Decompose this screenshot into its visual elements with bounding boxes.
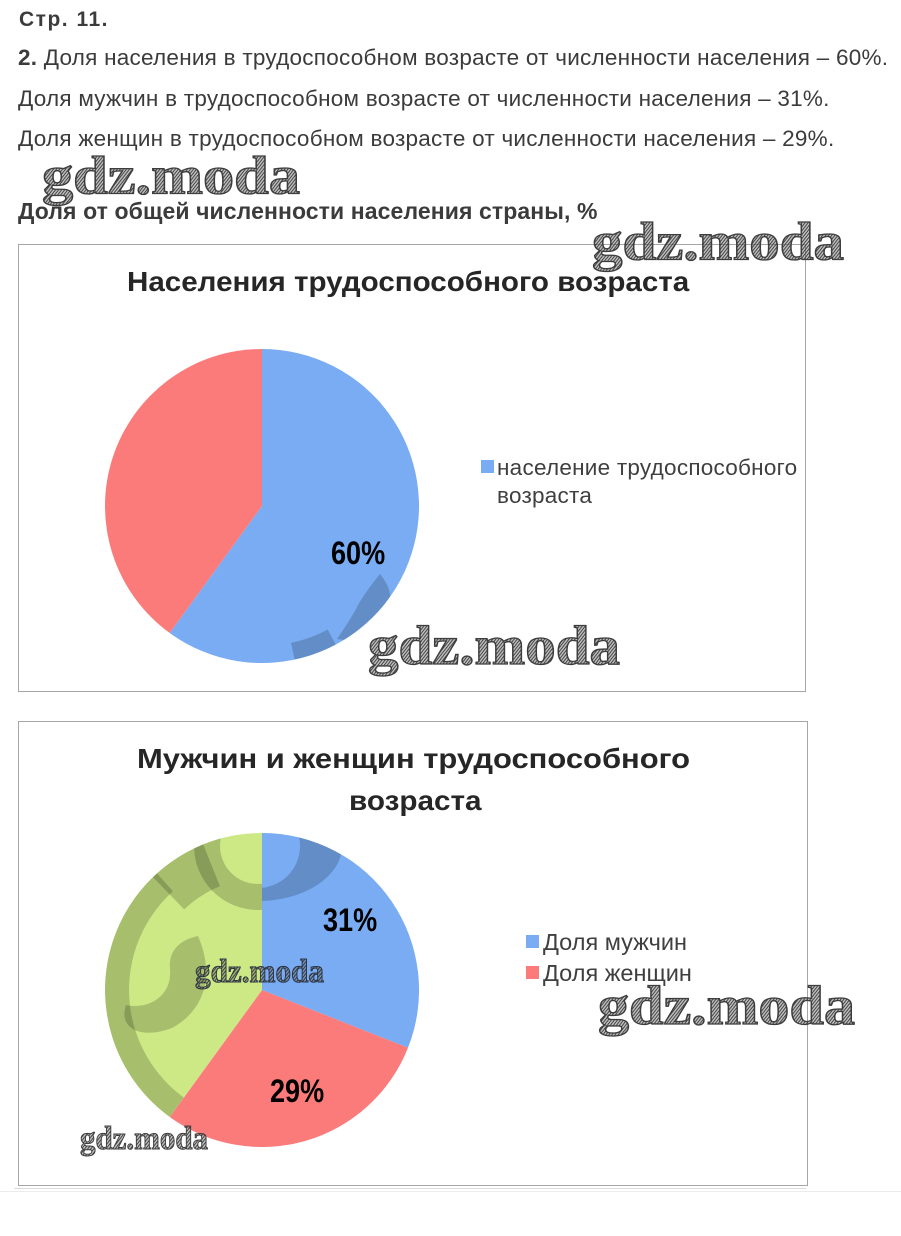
svg-text:gdz.moda: gdz.moda xyxy=(42,148,300,205)
svg-text:gdz.moda: gdz.moda xyxy=(195,954,324,990)
svg-text:gdz.moda: gdz.moda xyxy=(368,615,620,676)
svg-text:gdz.moda: gdz.moda xyxy=(592,218,844,271)
svg-text:gdz.moda: gdz.moda xyxy=(80,1123,208,1157)
svg-text:gdz.moda: gdz.moda xyxy=(598,978,855,1036)
